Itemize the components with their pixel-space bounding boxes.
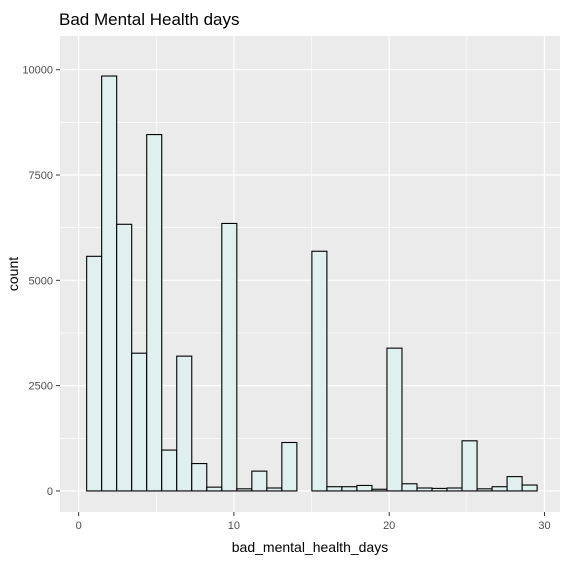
- histogram-bar: [326, 486, 343, 492]
- y-tick-label: 2500: [29, 381, 53, 393]
- y-tick-label: 10000: [22, 65, 53, 77]
- histogram-bars: [86, 75, 538, 492]
- histogram-bar: [416, 487, 433, 492]
- histogram-bar: [386, 347, 403, 492]
- y-axis-title: count: [5, 257, 21, 291]
- histogram-bar: [401, 483, 418, 492]
- x-tick-label: 30: [538, 520, 550, 532]
- histogram-bar: [116, 223, 133, 492]
- chart-title: Bad Mental Health days: [59, 10, 240, 29]
- histogram-bar: [146, 134, 163, 492]
- histogram-bar: [101, 75, 118, 492]
- histogram-bar: [206, 486, 223, 492]
- histogram-bar: [356, 484, 373, 492]
- x-tick-label: 20: [383, 520, 395, 532]
- histogram-bar: [506, 476, 523, 492]
- histogram-bar: [281, 441, 298, 492]
- y-tick-label: 7500: [29, 170, 53, 182]
- histogram-bar: [161, 449, 178, 492]
- histogram-bar: [461, 440, 478, 492]
- histogram-bar: [266, 487, 283, 492]
- x-axis-title: bad_mental_health_days: [232, 539, 388, 555]
- histogram-bar: [131, 352, 148, 492]
- histogram-bar: [491, 486, 508, 492]
- histogram-bar: [236, 488, 253, 492]
- histogram-bar: [371, 488, 388, 492]
- y-tick-label: 5000: [29, 275, 53, 287]
- x-axis-ticks: 0 10 20 30: [76, 512, 551, 532]
- histogram-bar: [311, 250, 328, 492]
- histogram-bar: [341, 486, 358, 492]
- histogram-bar: [86, 255, 103, 492]
- x-tick-label: 10: [228, 520, 240, 532]
- histogram-bar: [191, 463, 208, 492]
- histogram-bar: [251, 470, 268, 492]
- x-tick-label: 0: [76, 520, 82, 532]
- histogram-bar: [176, 355, 193, 492]
- y-axis-ticks: 0 2500 5000 7500 10000: [22, 65, 60, 498]
- histogram-bar: [431, 487, 448, 492]
- histogram-bar: [521, 484, 538, 492]
- histogram-bar: [476, 488, 493, 492]
- y-tick-label: 0: [47, 486, 53, 498]
- histogram-bar: [221, 222, 238, 492]
- histogram-bar: [446, 487, 463, 492]
